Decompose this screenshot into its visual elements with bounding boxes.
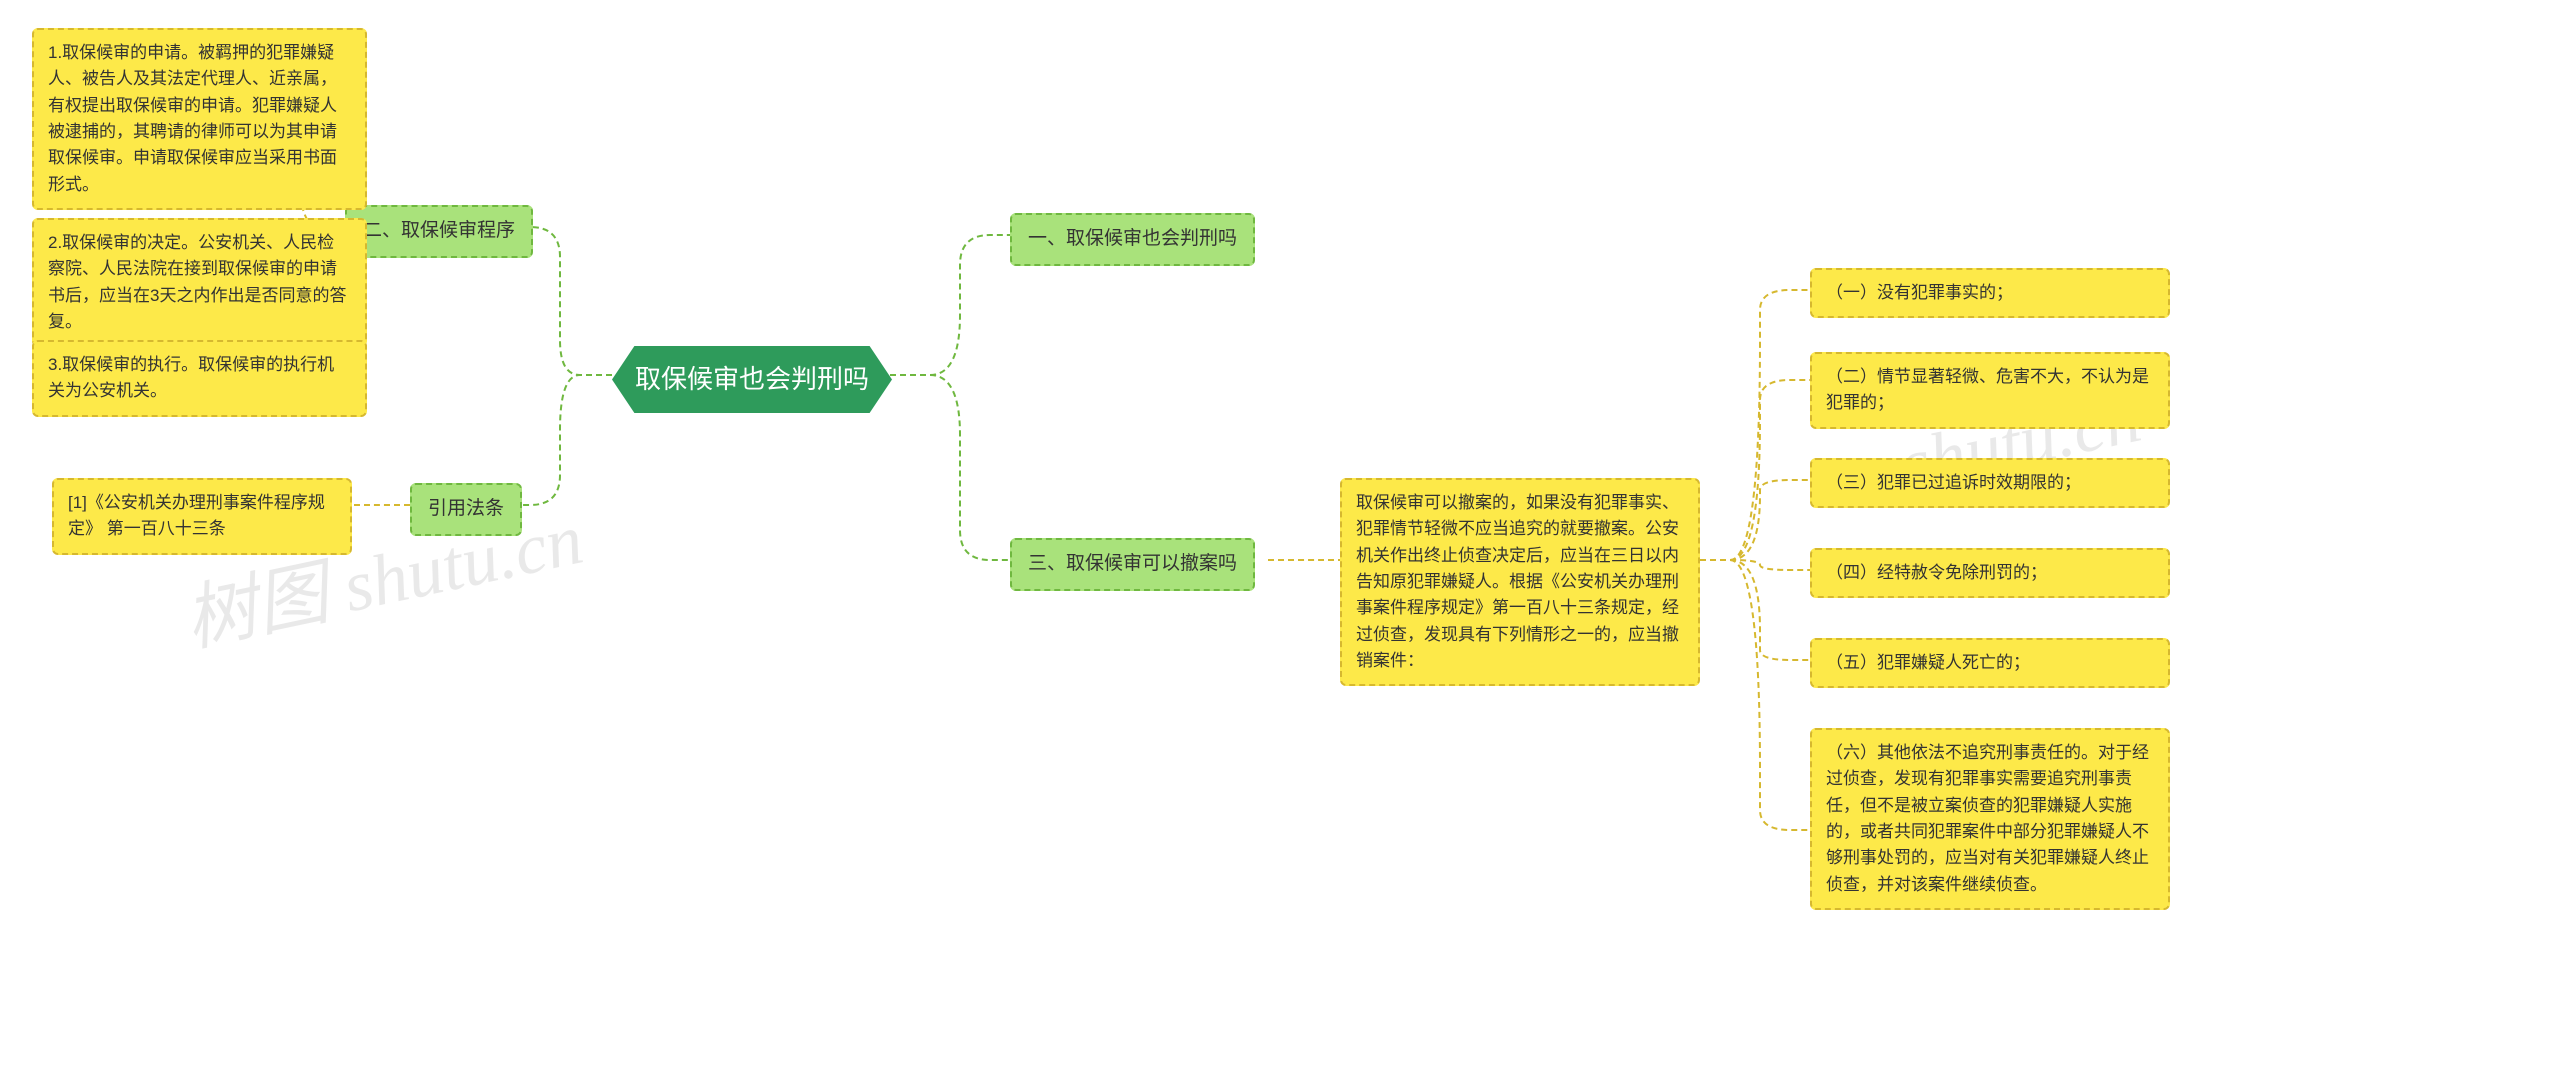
branch-1: 一、取保候审也会判刑吗 <box>1010 213 1255 266</box>
branch-3: 三、取保候审可以撤案吗 <box>1010 538 1255 591</box>
root-node: 取保候审也会判刑吗 <box>612 346 892 413</box>
leaf-2a: 1.取保候审的申请。被羁押的犯罪嫌疑人、被告人及其法定代理人、近亲属，有权提出取… <box>32 28 367 210</box>
leaf-3b3: （三）犯罪已过追诉时效期限的； <box>1810 458 2170 508</box>
leaf-3b6: （六）其他依法不追究刑事责任的。对于经过侦查，发现有犯罪事实需要追究刑事责任，但… <box>1810 728 2170 910</box>
leaf-4a: [1]《公安机关办理刑事案件程序规定》 第一百八十三条 <box>52 478 352 555</box>
connector-layer <box>0 0 2560 1083</box>
leaf-3b2: （二）情节显著轻微、危害不大，不认为是犯罪的； <box>1810 352 2170 429</box>
leaf-3b5: （五）犯罪嫌疑人死亡的； <box>1810 638 2170 688</box>
leaf-2b: 2.取保候审的决定。公安机关、人民检察院、人民法院在接到取保候审的申请书后，应当… <box>32 218 367 347</box>
leaf-3a: 取保候审可以撤案的，如果没有犯罪事实、犯罪情节轻微不应当追究的就要撤案。公安机关… <box>1340 478 1700 686</box>
branch-4: 引用法条 <box>410 483 522 536</box>
leaf-3b4: （四）经特赦令免除刑罚的； <box>1810 548 2170 598</box>
leaf-3b1: （一）没有犯罪事实的； <box>1810 268 2170 318</box>
branch-2: 二、取保候审程序 <box>345 205 533 258</box>
leaf-2c: 3.取保候审的执行。取保候审的执行机关为公安机关。 <box>32 340 367 417</box>
watermark-text: 树图 <box>178 553 336 661</box>
